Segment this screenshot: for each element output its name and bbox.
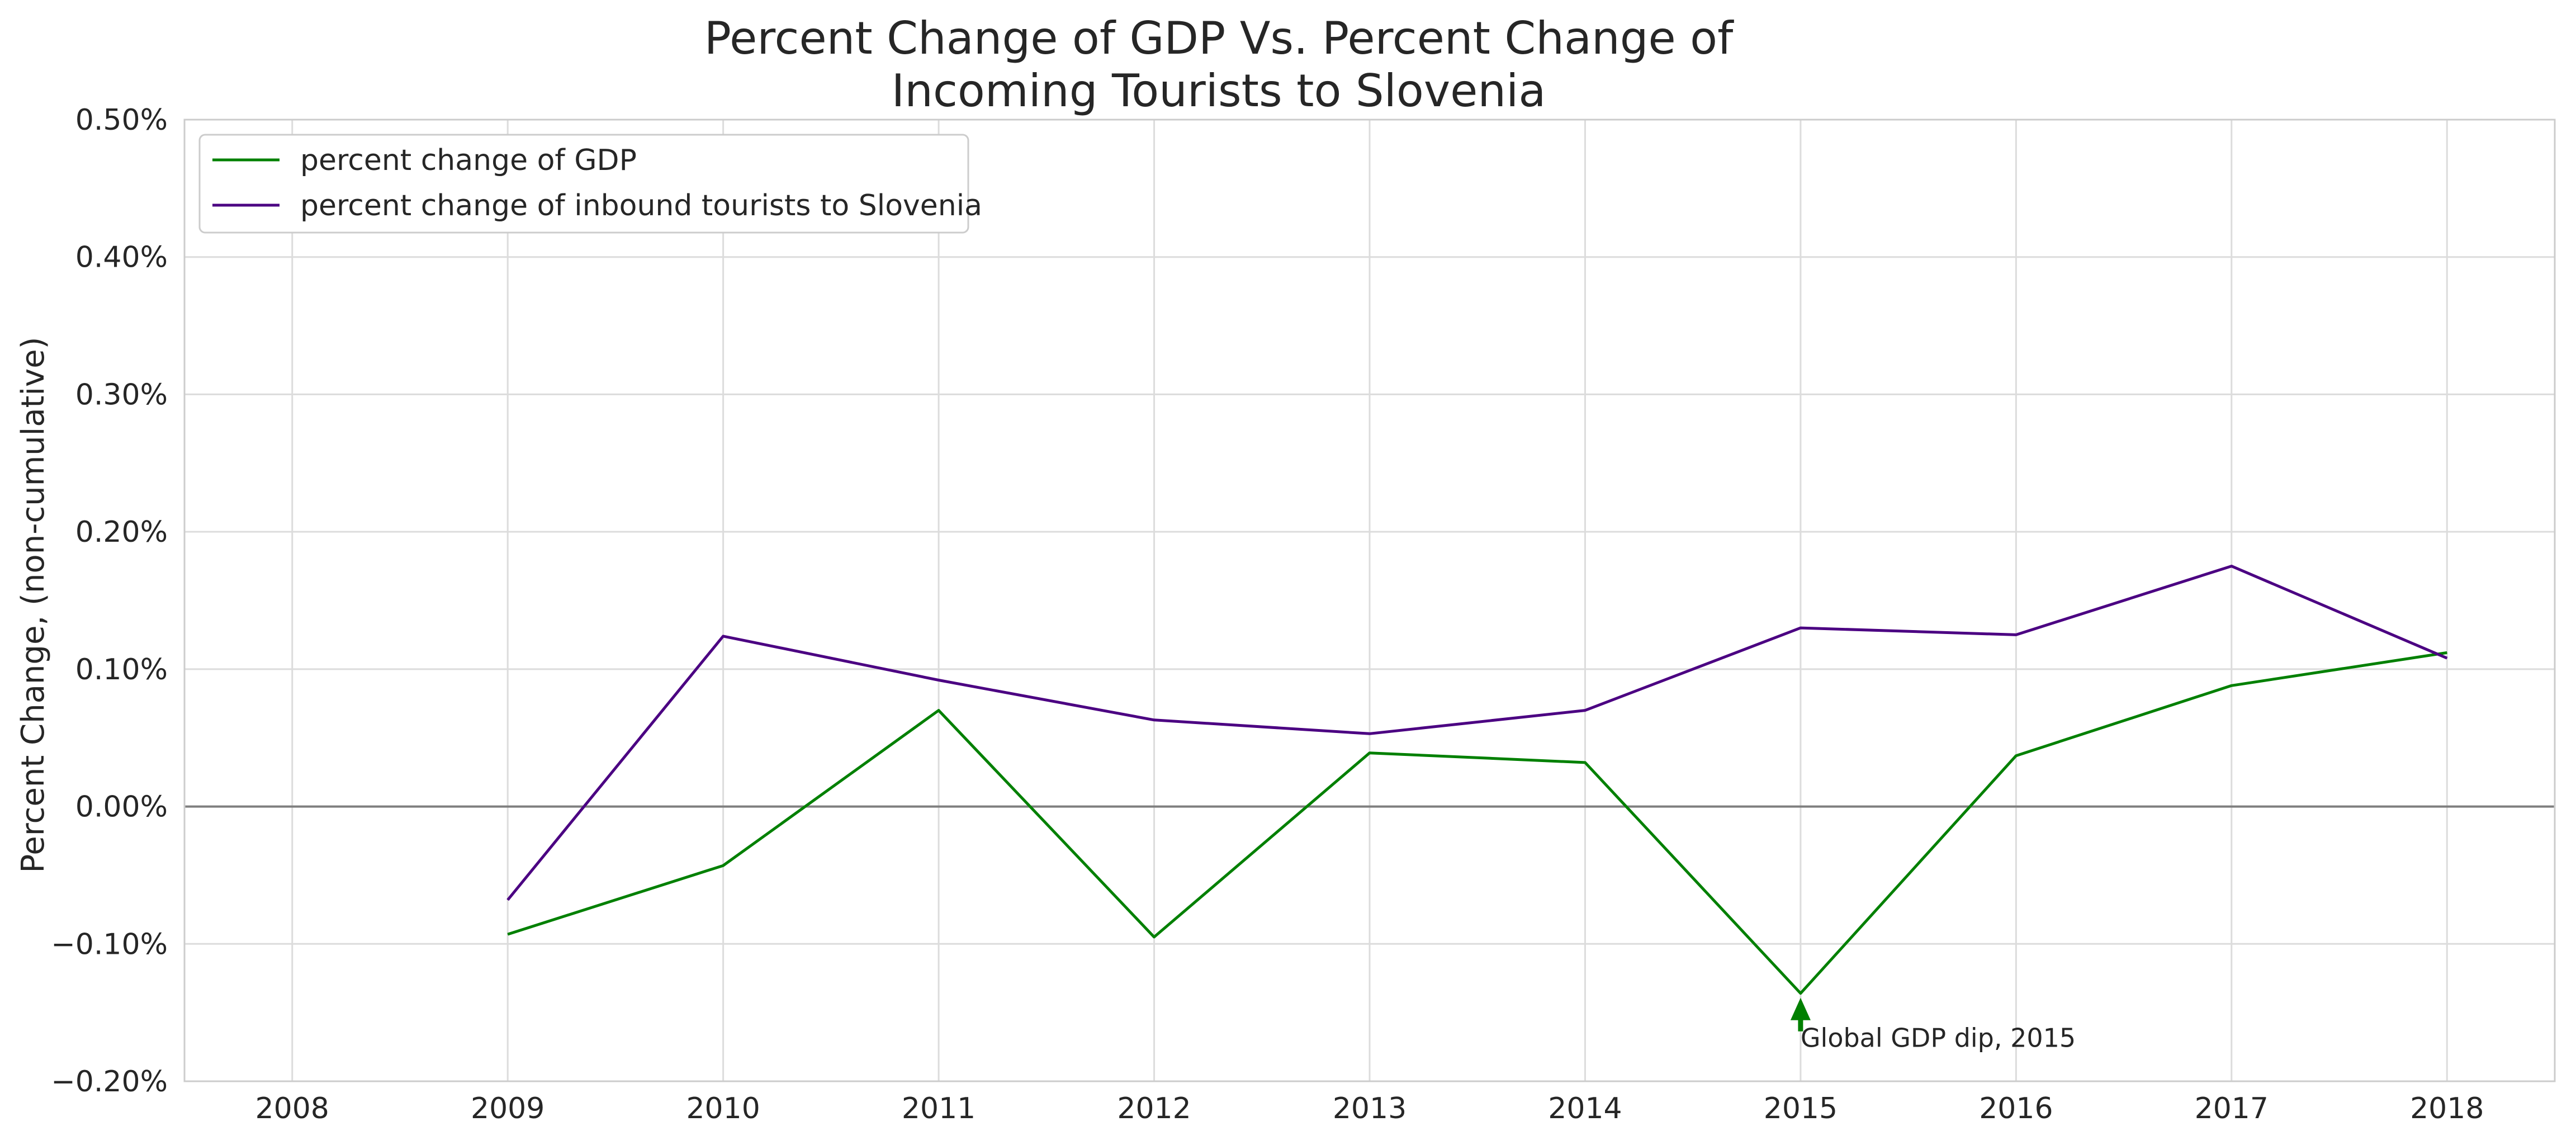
legend: percent change of GDP percent change of … bbox=[198, 134, 982, 234]
y-tick-label-6: 0.40% bbox=[75, 241, 168, 275]
legend-box bbox=[198, 134, 969, 234]
frame-layer bbox=[183, 119, 2556, 1082]
series-0-point-2017 bbox=[2231, 685, 2232, 686]
annotation-arrow-head-0 bbox=[1790, 997, 1811, 1020]
y-axis-label: Percent Change, (non-cumulative) bbox=[15, 337, 51, 873]
x-tick-label-2012: 2012 bbox=[1117, 1092, 1191, 1125]
y-tick-label-7: 0.50% bbox=[75, 103, 168, 137]
grid-layer bbox=[184, 119, 2555, 1082]
x-tick-label-2014: 2014 bbox=[1548, 1092, 1622, 1125]
x-tick-label-2016: 2016 bbox=[1979, 1092, 2053, 1125]
y-tick-label-0: −0.20% bbox=[51, 1065, 168, 1099]
x-tick-label-2015: 2015 bbox=[1764, 1092, 1838, 1125]
series-line-1 bbox=[506, 565, 2448, 901]
x-tick-label-2010: 2010 bbox=[686, 1092, 760, 1125]
y-tick-label-5: 0.30% bbox=[75, 378, 168, 411]
x-tick-label-2011: 2011 bbox=[902, 1092, 976, 1125]
y-tick-label-3: 0.10% bbox=[75, 653, 168, 687]
plot-frame bbox=[183, 119, 2556, 1082]
y-tick-label-2: 0.00% bbox=[75, 791, 168, 824]
annotation-text-0: Global GDP dip, 2015 bbox=[1801, 1023, 2076, 1053]
y-tick-label-1: −0.10% bbox=[51, 928, 168, 961]
chart-title-line-2: Incoming Tourists to Slovenia bbox=[892, 65, 1546, 117]
legend-entry-gdp: percent change of GDP bbox=[300, 144, 637, 177]
x-tick-label-2017: 2017 bbox=[2195, 1092, 2269, 1125]
series-layer bbox=[506, 565, 2448, 995]
legend-entry-tourists: percent change of inbound tourists to Sl… bbox=[300, 189, 982, 223]
x-tick-label-2013: 2013 bbox=[1333, 1092, 1407, 1125]
x-tick-label-2018: 2018 bbox=[2410, 1092, 2484, 1125]
series-line-0 bbox=[507, 651, 2447, 995]
x-tick-label-2009: 2009 bbox=[471, 1092, 544, 1125]
chart-title-line-1: Percent Change of GDP Vs. Percent Change… bbox=[704, 12, 1734, 64]
x-tick-layer: 2008 2009 2010 2011 2012 2013 2014 2015 2016 2017… bbox=[255, 1092, 2484, 1125]
x-tick-label-2008: 2008 bbox=[255, 1092, 329, 1125]
y-tick-label-4: 0.20% bbox=[75, 515, 168, 549]
annotation-layer: Global GDP dip, 2015 bbox=[1790, 997, 2076, 1053]
y-tick-layer: −0.20% −0.10% 0.00% 0.10% 0.20% 0.30% 0.40% 0.5… bbox=[51, 103, 168, 1099]
